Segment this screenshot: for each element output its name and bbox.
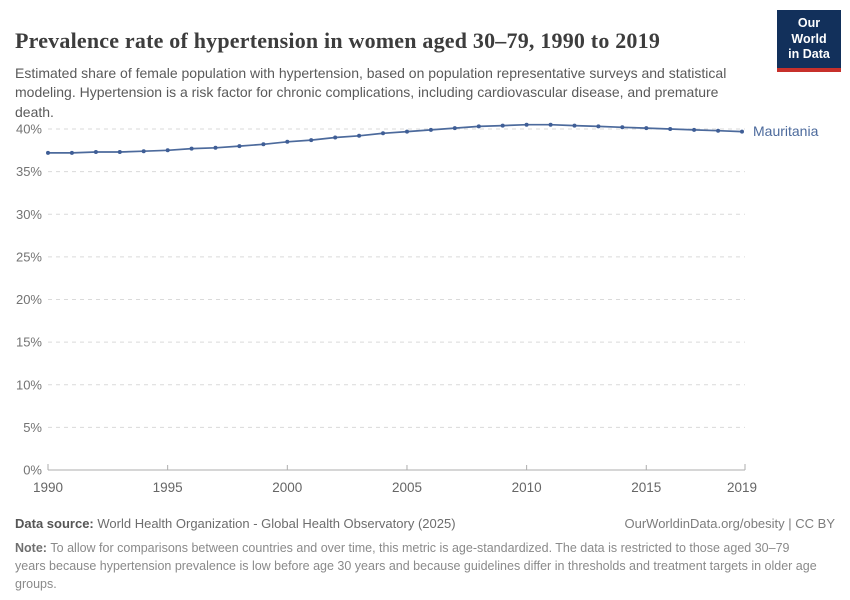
data-point[interactable] <box>357 133 362 138</box>
x-axis-tick-label: 2000 <box>272 480 302 495</box>
y-axis-tick-label: 10% <box>16 377 42 392</box>
y-axis-tick-label: 30% <box>16 207 42 222</box>
data-point[interactable] <box>213 145 218 150</box>
data-point[interactable] <box>261 142 266 147</box>
owid-logo-line1: Our World <box>791 16 827 46</box>
data-point[interactable] <box>428 127 433 132</box>
owid-logo-line2: in Data <box>788 47 830 62</box>
footer-source-row: Data source: World Health Organization -… <box>15 516 835 531</box>
data-point[interactable] <box>644 126 649 131</box>
y-axis-tick-label: 0% <box>23 463 42 478</box>
y-axis-tick-label: 5% <box>23 420 42 435</box>
chart-subtitle: Estimated share of female population wit… <box>15 65 727 120</box>
datasource: Data source: World Health Organization -… <box>15 516 456 531</box>
attribution-link[interactable]: OurWorldinData.org/obesity | CC BY <box>624 516 836 531</box>
page-title: Prevalence rate of hypertension in women… <box>15 27 661 53</box>
data-point[interactable] <box>668 127 673 131</box>
data-point[interactable] <box>69 150 74 155</box>
data-point[interactable] <box>548 122 553 127</box>
data-point[interactable] <box>189 146 194 151</box>
data-point[interactable] <box>740 129 744 134</box>
datasource-label: Data source: <box>15 516 98 531</box>
series-end-label[interactable]: Mauritania <box>753 123 819 139</box>
data-point[interactable] <box>716 128 721 133</box>
footer-note: Note: To allow for comparisons between c… <box>15 540 823 593</box>
y-axis-tick-label: 15% <box>16 335 42 350</box>
data-point[interactable] <box>285 139 290 144</box>
data-point[interactable] <box>165 148 170 153</box>
data-point[interactable] <box>692 127 697 132</box>
data-point[interactable] <box>333 135 338 140</box>
y-axis-tick-label: 35% <box>16 164 42 179</box>
note-label: Note: <box>15 541 51 555</box>
data-point[interactable] <box>237 144 242 149</box>
y-axis-tick-label: 40% <box>16 122 42 137</box>
y-axis-tick-label: 25% <box>16 249 42 264</box>
data-point[interactable] <box>476 124 481 129</box>
data-point[interactable] <box>141 149 146 154</box>
x-axis-tick-label: 1995 <box>153 480 183 495</box>
series-line[interactable] <box>48 123 743 154</box>
x-axis-tick-label: 2005 <box>392 480 422 495</box>
data-point[interactable] <box>596 124 601 129</box>
data-point[interactable] <box>309 138 314 143</box>
data-point[interactable] <box>46 150 50 155</box>
data-point[interactable] <box>620 125 625 130</box>
x-axis-tick-label: 2019 <box>727 480 757 495</box>
data-point[interactable] <box>572 123 577 128</box>
datasource-text: World Health Organization - Global Healt… <box>97 516 456 531</box>
data-point[interactable] <box>405 129 409 134</box>
data-point[interactable] <box>500 123 505 128</box>
note-text: To allow for comparisons between countri… <box>15 541 817 591</box>
x-axis-tick-label: 2010 <box>512 480 542 495</box>
x-axis-tick-label: 1990 <box>33 480 63 495</box>
data-point[interactable] <box>452 126 457 131</box>
data-point[interactable] <box>524 122 529 127</box>
data-point[interactable] <box>381 131 385 136</box>
data-point[interactable] <box>93 150 98 154</box>
owid-logo: Our World in Data <box>777 10 841 72</box>
data-point[interactable] <box>117 150 122 154</box>
y-axis-tick-label: 20% <box>16 292 42 307</box>
x-axis-tick-label: 2015 <box>631 480 661 495</box>
